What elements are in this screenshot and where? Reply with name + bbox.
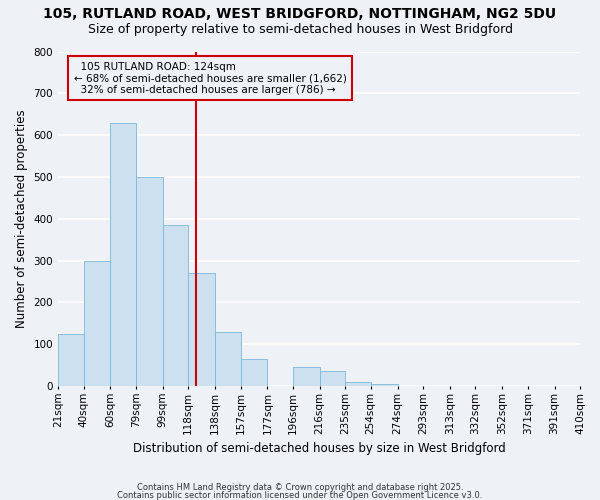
Text: 105 RUTLAND ROAD: 124sqm
← 68% of semi-detached houses are smaller (1,662)
  32%: 105 RUTLAND ROAD: 124sqm ← 68% of semi-d… — [74, 62, 347, 94]
Bar — [293, 367, 320, 386]
Bar — [163, 225, 188, 386]
Text: Contains public sector information licensed under the Open Government Licence v3: Contains public sector information licen… — [118, 492, 482, 500]
Bar — [83, 260, 110, 386]
Text: Contains HM Land Registry data © Crown copyright and database right 2025.: Contains HM Land Registry data © Crown c… — [137, 483, 463, 492]
Bar — [136, 177, 163, 386]
Text: Size of property relative to semi-detached houses in West Bridgford: Size of property relative to semi-detach… — [88, 22, 512, 36]
Text: 105, RUTLAND ROAD, WEST BRIDGFORD, NOTTINGHAM, NG2 5DU: 105, RUTLAND ROAD, WEST BRIDGFORD, NOTTI… — [43, 8, 557, 22]
Bar — [58, 334, 83, 386]
Bar — [110, 122, 136, 386]
X-axis label: Distribution of semi-detached houses by size in West Bridgford: Distribution of semi-detached houses by … — [133, 442, 505, 455]
Bar — [320, 372, 345, 386]
Bar — [345, 382, 371, 386]
Bar — [188, 273, 215, 386]
Bar — [241, 359, 268, 386]
Y-axis label: Number of semi-detached properties: Number of semi-detached properties — [15, 110, 28, 328]
Bar — [215, 332, 241, 386]
Bar — [371, 384, 398, 386]
